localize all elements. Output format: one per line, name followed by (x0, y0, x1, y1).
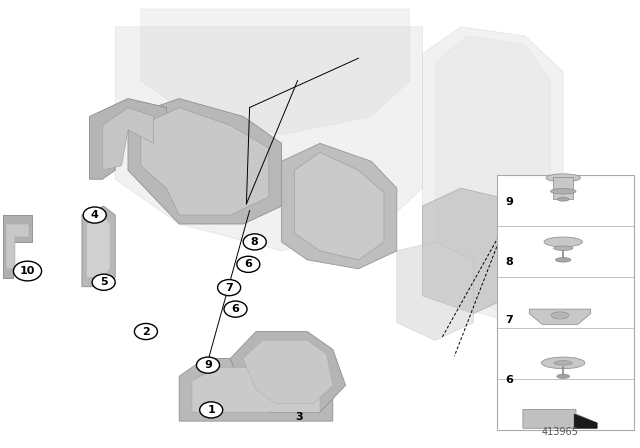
Text: 413965: 413965 (541, 427, 579, 437)
Text: 5: 5 (100, 277, 108, 287)
Ellipse shape (550, 189, 576, 194)
FancyBboxPatch shape (497, 175, 634, 430)
Polygon shape (6, 224, 29, 269)
Polygon shape (422, 188, 512, 314)
Text: 7: 7 (225, 283, 233, 293)
Polygon shape (243, 340, 333, 403)
Ellipse shape (546, 174, 580, 182)
Circle shape (92, 274, 115, 290)
Text: 7: 7 (506, 315, 513, 325)
Text: 9: 9 (204, 360, 212, 370)
Circle shape (83, 207, 106, 223)
Polygon shape (90, 99, 166, 179)
Polygon shape (179, 358, 333, 421)
Circle shape (134, 323, 157, 340)
Text: 6: 6 (232, 304, 239, 314)
Polygon shape (294, 152, 384, 260)
Text: 4: 4 (91, 210, 99, 220)
Polygon shape (422, 27, 563, 323)
Ellipse shape (557, 374, 570, 379)
Polygon shape (82, 206, 115, 287)
Polygon shape (128, 99, 282, 224)
Ellipse shape (554, 246, 573, 250)
Circle shape (243, 234, 266, 250)
Text: 6: 6 (506, 375, 513, 385)
Ellipse shape (544, 237, 582, 247)
Polygon shape (230, 332, 346, 412)
Polygon shape (192, 367, 320, 412)
Text: 9: 9 (506, 198, 513, 207)
Circle shape (218, 280, 241, 296)
Text: 8: 8 (251, 237, 259, 247)
Circle shape (13, 261, 42, 281)
Polygon shape (282, 143, 397, 269)
Polygon shape (574, 414, 597, 428)
Ellipse shape (554, 361, 572, 365)
Text: 1: 1 (207, 405, 215, 415)
Ellipse shape (557, 198, 569, 201)
Polygon shape (115, 27, 422, 251)
Text: 10: 10 (20, 266, 35, 276)
Polygon shape (86, 215, 110, 278)
Polygon shape (529, 309, 591, 324)
Ellipse shape (551, 312, 569, 319)
Text: 3: 3 (296, 412, 303, 422)
Polygon shape (141, 9, 410, 134)
Polygon shape (523, 409, 597, 428)
Polygon shape (102, 108, 154, 170)
Circle shape (237, 256, 260, 272)
Polygon shape (397, 242, 474, 340)
Polygon shape (3, 215, 32, 278)
Circle shape (196, 357, 220, 373)
Circle shape (200, 402, 223, 418)
Circle shape (224, 301, 247, 317)
Polygon shape (435, 36, 550, 314)
Text: 8: 8 (506, 257, 513, 267)
Text: 6: 6 (244, 259, 252, 269)
Polygon shape (141, 108, 269, 215)
Bar (553, 177, 573, 199)
Ellipse shape (541, 357, 585, 369)
Ellipse shape (556, 258, 571, 262)
Text: 2: 2 (142, 327, 150, 336)
